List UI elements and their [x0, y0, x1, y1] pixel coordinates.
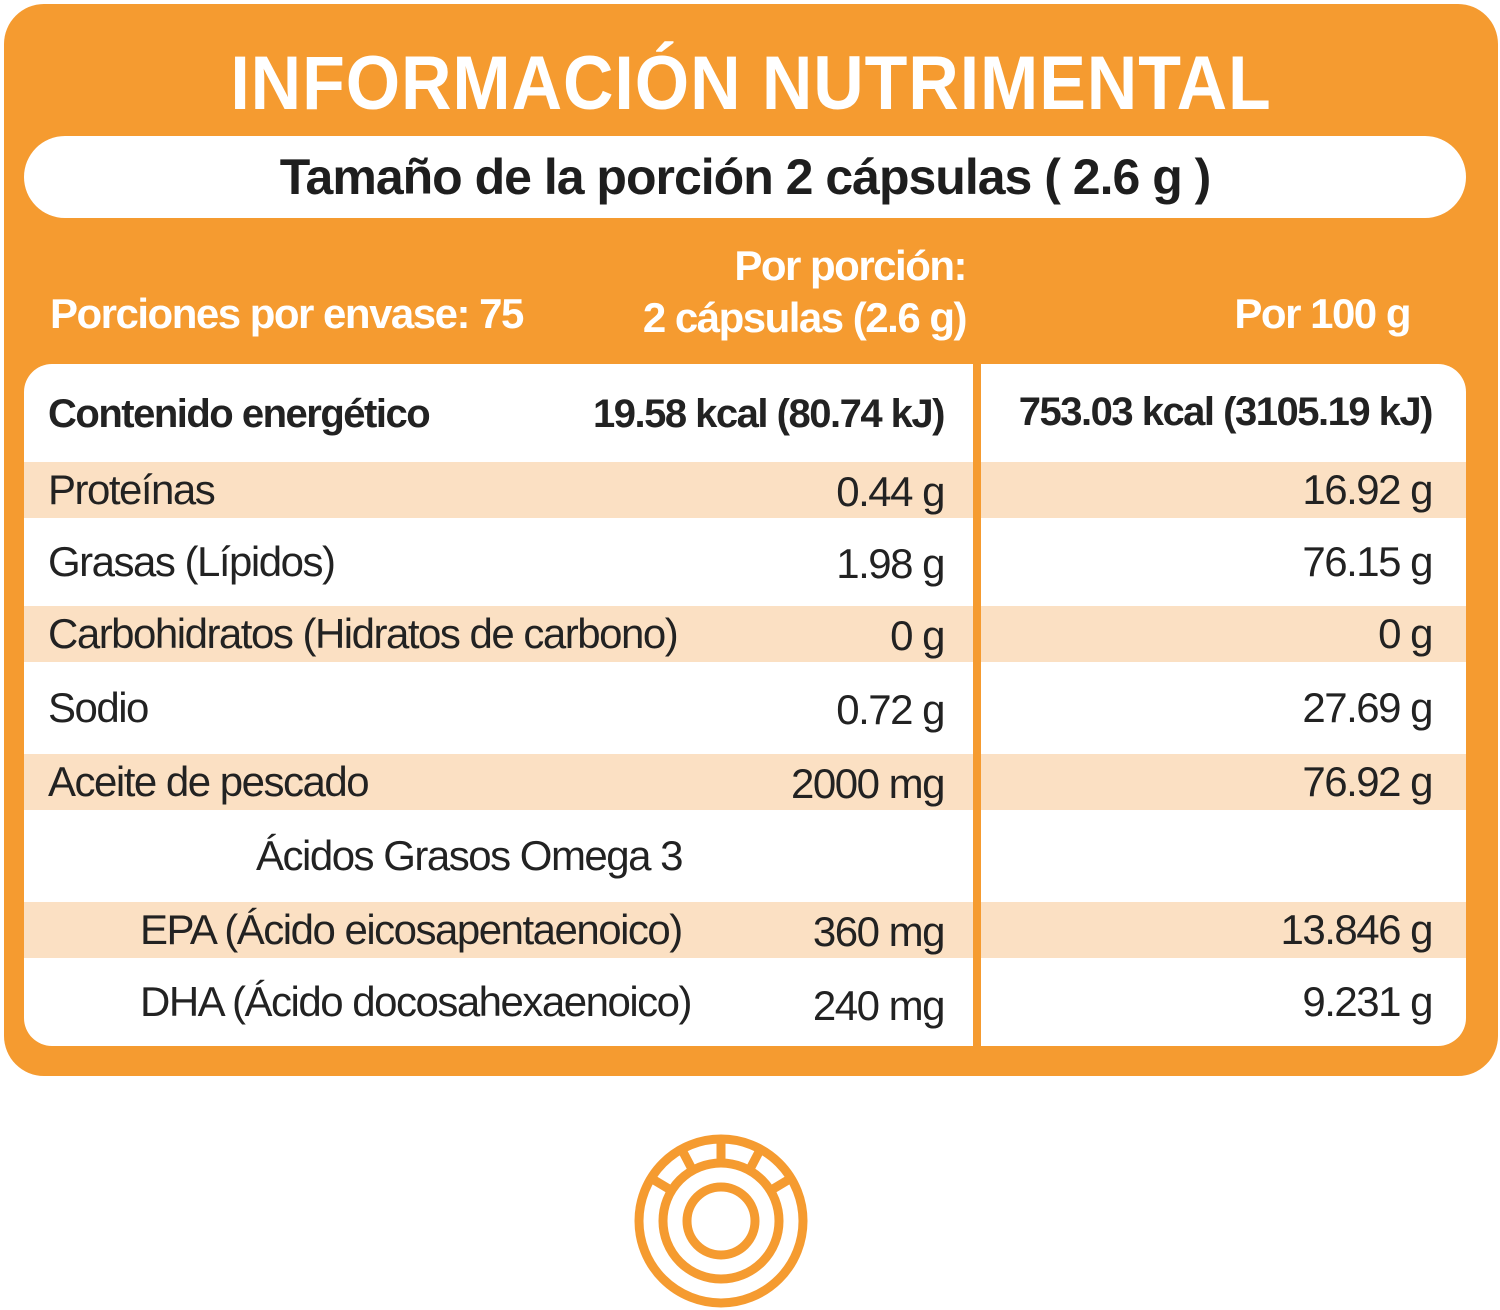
column-divider	[973, 364, 981, 1046]
row-label: EPA (Ácido eicosapentaenoico)	[140, 906, 683, 953]
row-label: DHA (Ácido docosahexaenoico)	[140, 978, 693, 1025]
nutrition-table: Contenido energético 19.58 kcal (80.74 k…	[24, 364, 1466, 1046]
row-label: Sodio	[48, 684, 149, 731]
per-portion-header-line1: Por porción:	[734, 242, 967, 289]
nutrition-panel: INFORMACIÓN NUTRIMENTAL Tamaño de la por…	[4, 4, 1498, 1076]
row-value-per-portion: 360 mg	[812, 908, 946, 955]
per-100g-header: Por 100 g	[1234, 290, 1411, 337]
concentric-ring-emblem-icon	[634, 1134, 808, 1308]
table-row: Contenido energético 19.58 kcal (80.74 k…	[24, 364, 1466, 460]
table-row: Grasas (Lípidos) 1.98 g 76.15 g	[24, 518, 1466, 606]
row-value-per-100g: 0 g	[1378, 610, 1433, 657]
row-value-per-portion: 0 g	[890, 612, 945, 659]
row-label: Carbohidratos (Hidratos de carbono)	[48, 610, 679, 657]
table-row: Proteínas 0.44 g 16.92 g	[24, 462, 1466, 518]
portions-per-container: Porciones por envase: 75	[50, 290, 524, 337]
per-portion-header-line2: 2 cápsulas (2.6 g)	[642, 294, 968, 341]
row-label: Grasas (Lípidos)	[48, 538, 336, 585]
serving-size: Tamaño de la porción 2 cápsulas ( 2.6 g …	[24, 136, 1466, 218]
row-value-per-portion: 1.98 g	[836, 540, 945, 587]
row-value-per-100g: 13.846 g	[1280, 906, 1434, 953]
row-value-per-100g: 9.231 g	[1302, 978, 1433, 1025]
row-value-per-100g: 27.69 g	[1302, 684, 1433, 731]
table-row: Sodio 0.72 g 27.69 g	[24, 662, 1466, 754]
row-value-per-portion: 19.58 kcal (80.74 kJ)	[592, 392, 946, 436]
table-row: Ácidos Grasos Omega 3	[24, 810, 1466, 902]
table-row: Carbohidratos (Hidratos de carbono) 0 g …	[24, 606, 1466, 662]
page-title: INFORMACIÓN NUTRIMENTAL	[230, 41, 1272, 126]
row-label: Aceite de pescado	[48, 758, 370, 805]
row-label: Ácidos Grasos Omega 3	[256, 832, 684, 879]
row-value-per-100g: 76.92 g	[1302, 758, 1433, 805]
table-row: EPA (Ácido eicosapentaenoico) 360 mg 13.…	[24, 902, 1466, 958]
row-value-per-100g: 753.03 kcal (3105.19 kJ)	[1018, 390, 1434, 434]
row-value-per-100g: 16.92 g	[1302, 466, 1433, 513]
row-value-per-portion: 240 mg	[812, 982, 946, 1029]
table-row: Aceite de pescado 2000 mg 76.92 g	[24, 754, 1466, 810]
row-value-per-portion: 0.72 g	[836, 686, 945, 733]
row-label: Contenido energético	[48, 392, 431, 436]
row-value-per-portion: 0.44 g	[836, 468, 945, 515]
row-label: Proteínas	[48, 466, 216, 513]
row-value-per-portion: 2000 mg	[791, 760, 945, 807]
row-value-per-100g: 76.15 g	[1302, 538, 1433, 585]
table-row: DHA (Ácido docosahexaenoico) 240 mg 9.23…	[24, 958, 1466, 1046]
per-portion-header: Por porción: 2 cápsulas (2.6 g)	[642, 240, 968, 344]
